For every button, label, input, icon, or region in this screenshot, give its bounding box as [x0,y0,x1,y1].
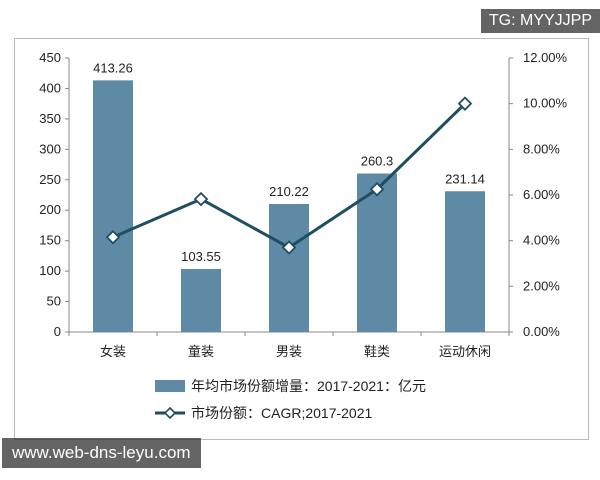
left-tick-label: 250 [39,172,61,187]
left-tick-label: 400 [39,80,61,95]
legend-swatch-bar [155,380,185,392]
category-label: 鞋类 [364,344,390,359]
category-label: 童装 [188,344,214,359]
left-tick-label: 200 [39,202,61,217]
combo-chart: 0 50 100 150 200 250 300 350 400 450 0.00% 2.00% 4.0… [39,50,568,421]
cagr-marker [193,191,209,207]
cagr-marker [369,182,385,197]
left-tick-label: 300 [39,141,61,156]
category-label: 女装 [100,344,126,359]
bar-value-label: 210.22 [269,184,309,199]
bar [181,268,221,332]
left-tick-label: 0 [54,324,61,339]
bar [93,80,133,332]
right-tick-label: 0.00% [523,324,560,339]
watermark-top: TG: MYYJJPP [480,9,600,33]
right-tick-label: 12.00% [523,50,568,65]
bar-value-label: 103.55 [181,249,221,264]
watermark-bottom: www.web-dns-leyu.com [2,438,201,468]
right-tick-label: 4.00% [523,233,560,248]
cagr-marker [457,96,473,111]
left-tick-label: 350 [39,111,61,126]
bar-value-label: 231.14 [445,171,485,186]
left-tick-label: 50 [47,294,61,309]
bar-value-label: 260.3 [361,154,394,169]
legend-label-bar: 年均市场份额增量：2017-2021：亿元 [191,378,426,394]
left-tick-label: 150 [39,233,61,248]
bar [269,203,309,332]
left-tick-label: 100 [39,263,61,278]
category-label: 男装 [276,344,302,359]
category-label: 运动休闲 [439,344,491,359]
bar [445,191,485,332]
right-tick-label: 8.00% [523,141,560,156]
cagr-marker [281,240,297,255]
right-tick-label: 6.00% [523,187,560,202]
bar-value-label: 413.26 [93,60,133,75]
right-tick-label: 10.00% [523,96,568,111]
legend-marker-line [163,406,177,420]
chart-frame: 0 50 100 150 200 250 300 350 400 450 0.00% 2.00% 4.0… [14,38,589,440]
cagr-marker [105,229,121,245]
legend-label-line: 市场份额：CAGR;2017-2021 [191,405,373,421]
right-tick-label: 2.00% [523,278,560,293]
bar [357,173,397,332]
left-tick-label: 450 [39,50,61,65]
